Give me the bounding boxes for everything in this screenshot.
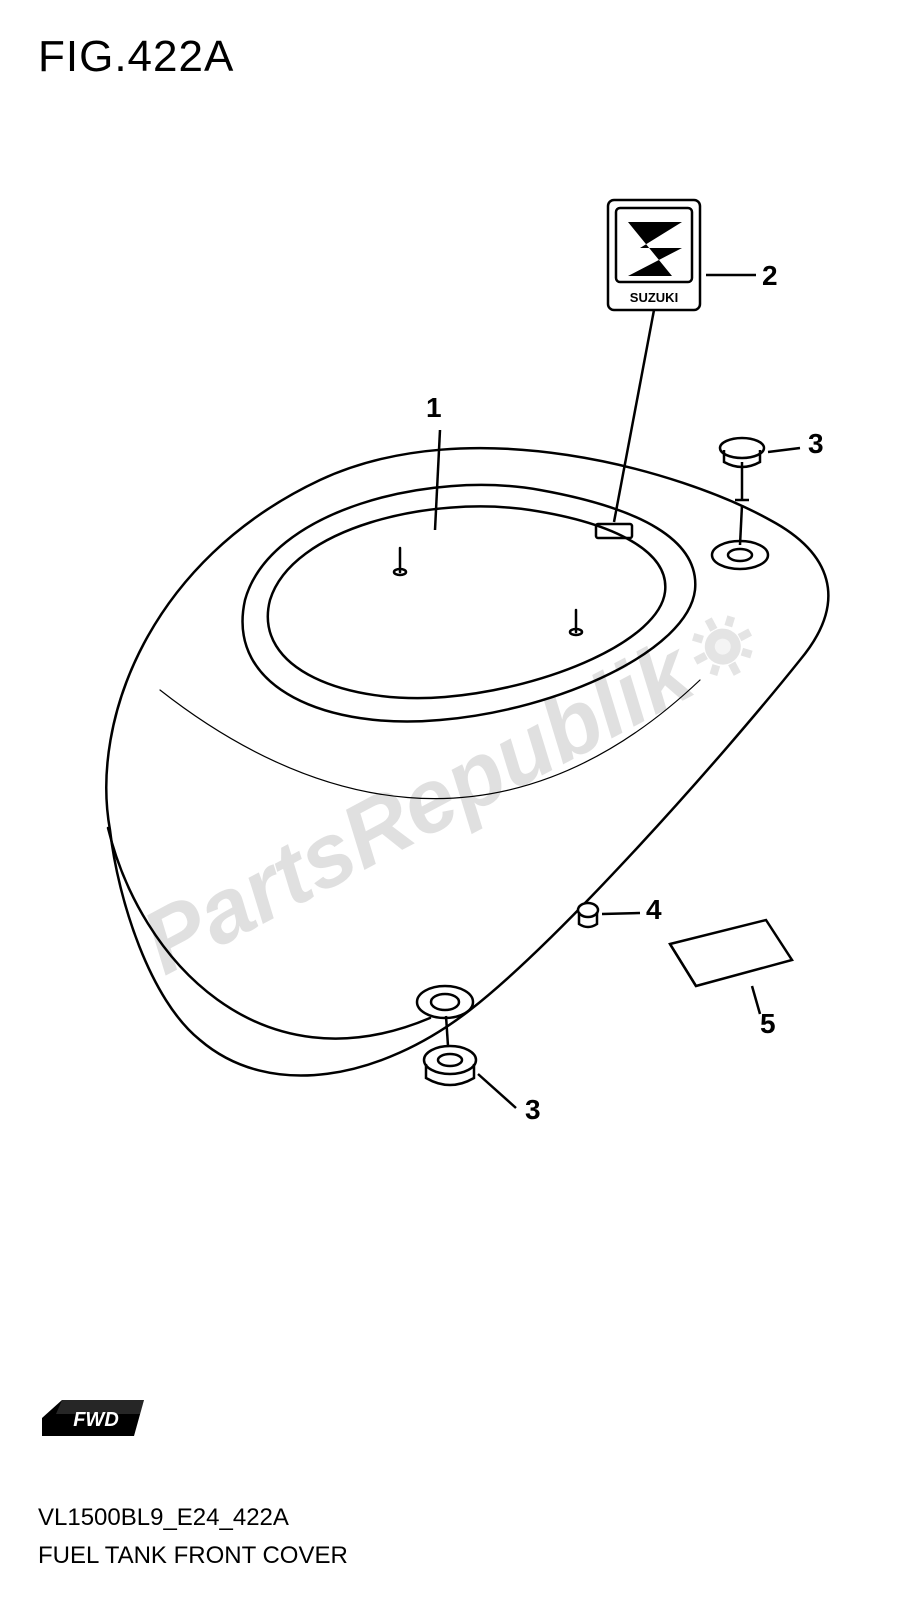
callout-1: 1 xyxy=(426,392,442,424)
callout-4: 4 xyxy=(646,894,662,926)
cover-outline xyxy=(106,448,828,1075)
part-name: FUEL TANK FRONT COVER xyxy=(38,1542,348,1570)
parts-diagram: SUZUKI xyxy=(0,0,905,1600)
label-item5 xyxy=(670,920,792,986)
fwd-text: FWD xyxy=(73,1409,119,1431)
cover-opening xyxy=(243,485,696,722)
screw-top xyxy=(720,438,764,545)
stud-2 xyxy=(570,610,582,635)
nub-item4 xyxy=(578,903,598,927)
callout-5: 5 xyxy=(760,1008,776,1040)
screw-bottom xyxy=(424,1016,476,1085)
callout-3-bottom: 3 xyxy=(525,1094,541,1126)
mount-boss-top xyxy=(712,541,768,569)
stud-1 xyxy=(394,548,406,575)
part-code: VL1500BL9_E24_422A xyxy=(38,1504,289,1532)
callout-2: 2 xyxy=(762,260,778,292)
fwd-badge: FWD xyxy=(38,1396,148,1440)
emblem-brand-text: SUZUKI xyxy=(630,290,678,305)
cover-grommet xyxy=(417,986,473,1018)
cover-rim-lower xyxy=(108,828,430,1039)
callout-3-top: 3 xyxy=(808,428,824,460)
cover-opening-inner xyxy=(268,506,666,698)
cover-body xyxy=(106,448,828,1075)
cover-grommet-inner xyxy=(431,994,459,1010)
